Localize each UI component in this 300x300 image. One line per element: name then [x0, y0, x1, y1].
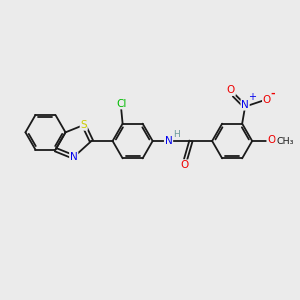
Text: CH₃: CH₃: [276, 136, 294, 146]
Text: N: N: [70, 152, 78, 162]
Text: Cl: Cl: [116, 99, 126, 109]
Text: -: -: [271, 88, 275, 99]
Text: S: S: [80, 120, 87, 130]
Text: O: O: [263, 94, 271, 104]
Text: N: N: [241, 100, 249, 110]
Text: +: +: [248, 92, 256, 102]
Text: O: O: [227, 85, 235, 95]
Text: O: O: [181, 160, 189, 170]
Text: N: N: [165, 136, 172, 146]
Text: O: O: [267, 135, 275, 145]
Text: H: H: [173, 130, 180, 139]
